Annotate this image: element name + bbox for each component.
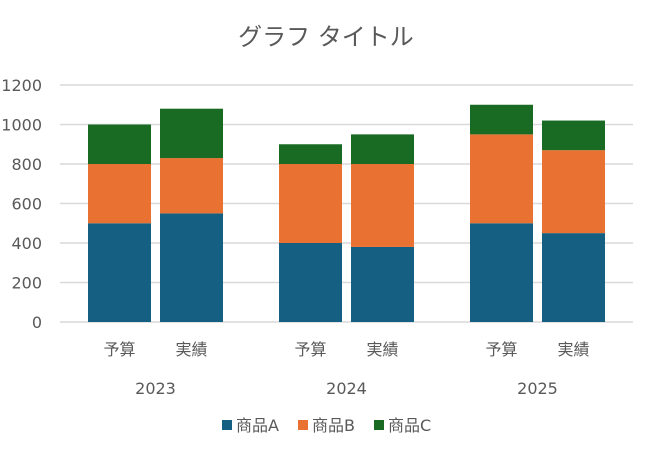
- bar-segment-商品C-2023-予算: [88, 124, 151, 164]
- bar-segment-商品B-2023-予算: [88, 164, 151, 224]
- x-axis-labels: 予算 実績 2023 予算 実績 2024 予算 実績 2025: [103, 340, 589, 398]
- bar-segment-商品A-2024-実績: [351, 246, 414, 322]
- bar-segment-商品C-2025-予算: [470, 104, 533, 135]
- bar-segment-商品B-2025-実績: [542, 150, 605, 234]
- y-tick-label: 1200: [1, 76, 42, 95]
- legend-item: 商品B: [298, 416, 355, 435]
- bar-segment-商品B-2024-予算: [279, 164, 342, 243]
- x-subcategory-label: 予算: [485, 340, 517, 359]
- bar-segment-商品A-2025-予算: [470, 223, 533, 322]
- x-group-label: 2025: [517, 379, 558, 398]
- bar-segment-商品A-2023-予算: [88, 223, 151, 322]
- bar-segment-商品A-2023-実績: [160, 213, 223, 322]
- x-subcategory-label: 実績: [557, 340, 589, 359]
- bar-segment-商品A-2024-予算: [279, 243, 342, 322]
- legend-item: 商品A: [222, 416, 279, 435]
- bar-segment-商品C-2024-実績: [351, 134, 414, 164]
- y-tick-label: 1000: [1, 116, 42, 135]
- y-axis-ticks: 0 200 400 600 800 1000 1200: [1, 76, 42, 332]
- bar-segment-商品B-2025-予算: [470, 134, 533, 224]
- y-tick-label: 200: [11, 274, 42, 293]
- gridlines: [60, 84, 633, 323]
- y-tick-label: 0: [32, 313, 42, 332]
- y-tick-label: 400: [11, 234, 42, 253]
- bar-segment-商品C-2025-実績: [542, 120, 605, 151]
- legend-label: 商品C: [388, 416, 431, 435]
- legend: 商品A 商品B 商品C: [222, 416, 431, 435]
- bar-segment-商品B-2023-実績: [160, 158, 223, 214]
- chart-title: グラフ タイトル: [238, 23, 414, 51]
- bar-segment-商品A-2025-実績: [542, 233, 605, 322]
- x-group-label: 2023: [135, 379, 176, 398]
- x-subcategory-label: 予算: [103, 340, 135, 359]
- bar-segment-商品B-2024-実績: [351, 164, 414, 247]
- bar-segment-商品C-2023-実績: [160, 108, 223, 159]
- legend-swatch: [374, 420, 384, 430]
- legend-label: 商品B: [312, 416, 355, 435]
- bar-segment-商品C-2024-予算: [279, 144, 342, 164]
- legend-label: 商品A: [236, 416, 279, 435]
- legend-item: 商品C: [374, 416, 431, 435]
- x-group-label: 2024: [326, 379, 367, 398]
- x-subcategory-label: 実績: [175, 340, 207, 359]
- bars: [88, 104, 605, 322]
- legend-swatch: [222, 420, 232, 430]
- x-subcategory-label: 実績: [366, 340, 398, 359]
- x-subcategory-label: 予算: [294, 340, 326, 359]
- y-tick-label: 800: [11, 155, 42, 174]
- legend-swatch: [298, 420, 308, 430]
- y-tick-label: 600: [11, 195, 42, 214]
